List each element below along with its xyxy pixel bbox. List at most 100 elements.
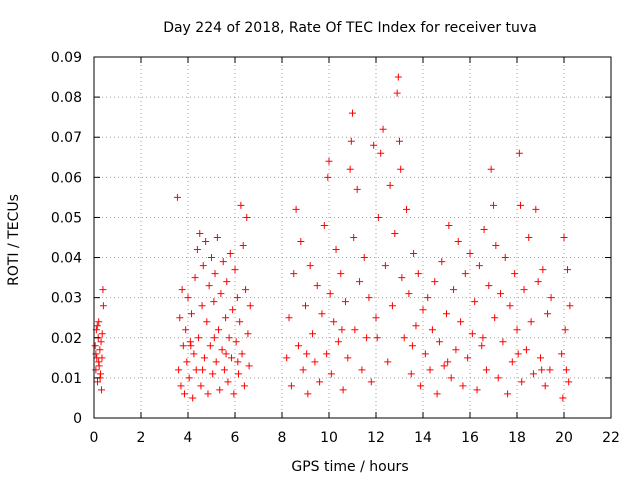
data-point <box>522 346 530 354</box>
data-point <box>224 378 232 386</box>
data-point <box>405 290 413 298</box>
data-point <box>294 342 302 350</box>
data-point <box>544 310 552 318</box>
data-point <box>206 342 214 350</box>
data-point <box>410 250 418 258</box>
data-point <box>189 394 197 402</box>
data-point <box>236 318 244 326</box>
data-point <box>229 306 237 314</box>
plot-frame <box>93 56 612 419</box>
data-point <box>330 318 338 326</box>
data-point <box>527 318 535 326</box>
data-point <box>234 358 242 366</box>
data-point <box>353 185 361 193</box>
data-point <box>98 354 106 362</box>
data-point <box>351 326 359 334</box>
data-point <box>341 298 349 306</box>
data-point <box>388 302 396 310</box>
data-point <box>478 342 486 350</box>
x-tick-label: 10 <box>320 430 338 446</box>
data-point <box>504 390 512 398</box>
y-tick-label: 0.07 <box>51 130 82 146</box>
data-point <box>346 165 354 173</box>
data-point <box>303 350 311 358</box>
data-point <box>222 314 230 322</box>
data-point <box>494 374 502 382</box>
data-point <box>95 358 103 366</box>
data-point <box>370 141 378 149</box>
data-point <box>235 370 243 378</box>
data-point <box>397 165 405 173</box>
data-point <box>443 310 450 318</box>
data-point <box>313 282 321 290</box>
data-point <box>547 294 555 302</box>
data-point <box>183 358 191 366</box>
data-point <box>203 318 211 326</box>
data-point <box>537 354 544 362</box>
data-point <box>454 238 462 246</box>
data-point <box>560 234 568 241</box>
data-point <box>501 254 509 262</box>
data-point <box>431 278 439 286</box>
data-point <box>326 290 334 298</box>
data-point <box>358 366 366 374</box>
data-point <box>218 346 226 354</box>
x-tick-label: 0 <box>90 430 99 446</box>
y-tick-label: 0.09 <box>51 50 82 66</box>
data-point <box>325 157 333 165</box>
data-point <box>177 382 185 390</box>
data-point <box>479 334 487 342</box>
data-point <box>515 149 523 157</box>
data-point <box>384 358 392 366</box>
data-point <box>347 137 355 145</box>
x-tick-label: 20 <box>555 430 573 446</box>
data-point <box>196 229 204 237</box>
data-point <box>398 274 406 282</box>
data-point <box>525 234 533 241</box>
y-tick-label: 0.08 <box>51 90 82 106</box>
data-point <box>393 89 401 97</box>
data-point <box>188 310 196 318</box>
data-point <box>92 350 100 358</box>
data-point <box>461 270 469 278</box>
data-point <box>349 109 356 117</box>
data-point <box>98 330 106 338</box>
data-point <box>222 350 230 358</box>
data-point <box>396 137 403 145</box>
data-point <box>297 238 305 246</box>
data-point <box>231 266 239 274</box>
data-point <box>187 342 195 350</box>
data-point <box>302 302 309 310</box>
data-point <box>204 390 212 398</box>
data-point <box>178 286 186 294</box>
data-point <box>450 286 458 294</box>
data-point <box>394 73 402 81</box>
y-tick-label: 0.03 <box>51 291 82 307</box>
data-point <box>435 338 443 346</box>
data-point <box>372 314 380 322</box>
data-point <box>193 246 201 254</box>
data-point <box>246 302 254 310</box>
data-point <box>538 366 546 374</box>
data-point <box>391 229 399 237</box>
x-axis-label: GPS time / hours <box>291 459 408 475</box>
data-point <box>514 350 522 358</box>
data-point <box>97 338 105 346</box>
data-point <box>440 362 448 370</box>
data-point <box>400 334 408 342</box>
data-point <box>243 213 251 221</box>
data-point <box>309 330 317 338</box>
data-point <box>192 366 200 374</box>
data-point <box>564 266 572 274</box>
data-point <box>407 370 415 378</box>
data-point <box>176 314 184 322</box>
data-point <box>175 366 183 374</box>
data-point <box>513 326 521 334</box>
data-point <box>350 234 358 241</box>
data-point <box>238 350 246 358</box>
y-tick-label: 0 <box>73 411 82 427</box>
y-tick-label: 0.01 <box>51 371 82 387</box>
data-point <box>95 318 103 326</box>
data-point <box>327 370 335 378</box>
data-point <box>227 354 235 362</box>
